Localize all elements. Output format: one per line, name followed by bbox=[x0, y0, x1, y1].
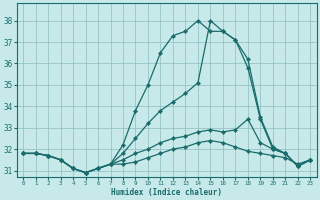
X-axis label: Humidex (Indice chaleur): Humidex (Indice chaleur) bbox=[111, 188, 222, 197]
